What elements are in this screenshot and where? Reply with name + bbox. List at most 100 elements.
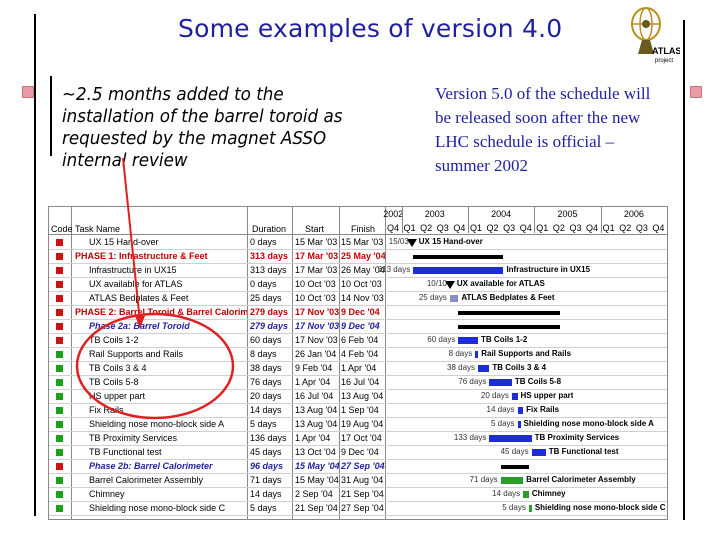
task-start: 15 Mar '03 <box>295 237 338 247</box>
year-label: 2006 <box>623 209 644 219</box>
bar-task-label: HS upper part <box>520 391 574 400</box>
status-red-icon <box>56 337 63 344</box>
task-name: TB Functional test <box>89 447 162 457</box>
slide-title: Some examples of version 4.0 <box>178 14 563 43</box>
task-name: Phase 2b: Barrel Calorimeter <box>89 461 213 471</box>
row-divider <box>49 249 667 250</box>
task-finish: 6 Feb '04 <box>341 335 379 345</box>
bar-task-label: TB Coils 1-2 <box>481 335 528 344</box>
task-name: TB Coils 5-8 <box>89 377 139 387</box>
quarter-label: Q3 <box>503 223 516 233</box>
row-divider <box>49 305 667 306</box>
bar-duration-label: 20 days <box>480 391 509 400</box>
task-finish: 16 Jul '04 <box>341 377 380 387</box>
row-divider <box>49 291 667 292</box>
gantt-bar <box>523 491 529 498</box>
header-duration: Duration <box>252 224 287 234</box>
task-name: Rail Supports and Rails <box>89 349 184 359</box>
task-duration: 0 days <box>250 279 277 289</box>
status-green-icon <box>56 491 63 498</box>
gantt-bar <box>500 477 524 484</box>
quarter-label: Q1 <box>536 223 549 233</box>
row-divider <box>49 445 667 446</box>
milestone-marker <box>406 239 417 247</box>
task-finish: 1 Apr '04 <box>341 363 377 373</box>
task-finish: 14 Nov '03 <box>341 293 384 303</box>
bar-task-label: TB Proximity Services <box>534 433 620 442</box>
year-divider <box>534 207 536 233</box>
task-duration: 45 days <box>250 447 282 457</box>
task-name: PHASE 1: Infrastructure & Feet <box>75 251 208 261</box>
task-name: Barrel Calorimeter Assembly <box>89 475 204 485</box>
quarter-label: Q3 <box>436 223 449 233</box>
year-divider <box>667 207 668 233</box>
task-duration: 25 days <box>250 293 282 303</box>
quarter-label: Q3 <box>635 223 648 233</box>
milestone-marker <box>444 281 455 289</box>
task-duration: 0 days <box>250 237 277 247</box>
status-green-icon <box>56 351 63 358</box>
row-divider <box>49 403 667 404</box>
year-divider <box>401 207 403 233</box>
row-divider <box>49 277 667 278</box>
task-start: 15 May '04 <box>295 461 339 471</box>
quarter-label: Q2 <box>619 223 632 233</box>
year-label: 2005 <box>557 209 578 219</box>
row-divider <box>49 473 667 474</box>
pink-bullet-right <box>690 86 702 98</box>
quarter-label: Q1 <box>403 223 416 233</box>
gantt-bar <box>489 379 512 386</box>
quarter-label: Q2 <box>420 223 433 233</box>
row-divider <box>49 501 667 502</box>
year-label: 2004 <box>491 209 512 219</box>
bar-duration-label: 38 days <box>447 363 476 372</box>
task-start: 17 Nov '03 <box>295 335 338 345</box>
task-start: 1 Apr '04 <box>295 433 331 443</box>
gantt-bar <box>528 505 532 512</box>
bar-task-label: Chimney <box>531 489 566 498</box>
gantt-bar <box>458 337 479 344</box>
header-divider <box>49 234 667 235</box>
bar-duration-label: 14 days <box>486 405 515 414</box>
gantt-bar <box>489 435 532 442</box>
gantt-bar <box>413 255 504 259</box>
bar-task-label: TB Coils 5-8 <box>514 377 562 386</box>
task-duration: 96 days <box>250 461 284 471</box>
task-start: 13 Aug '04 <box>295 419 338 429</box>
bar-duration-label: 60 days <box>427 335 456 344</box>
bar-duration-label: 14 days <box>492 489 521 498</box>
status-green-icon <box>56 421 63 428</box>
task-start: 10 Oct '03 <box>295 279 336 289</box>
status-green-icon <box>56 505 63 512</box>
quarter-label: Q4 <box>387 223 400 233</box>
row-divider <box>49 487 667 488</box>
installation-note: ~2.5 months added to the installation of… <box>62 84 343 171</box>
gantt-bar <box>500 465 529 469</box>
row-divider <box>49 319 667 320</box>
task-finish: 10 Oct '03 <box>341 279 382 289</box>
gantt-bar <box>531 449 546 456</box>
row-divider <box>49 347 667 348</box>
task-finish: 31 Aug '04 <box>341 475 384 485</box>
status-red-icon <box>56 239 63 246</box>
task-finish: 27 Sep '04 <box>341 461 385 471</box>
task-finish: 21 Sep '04 <box>341 489 384 499</box>
status-red-icon <box>56 309 63 316</box>
quarter-label: Q4 <box>453 223 466 233</box>
task-duration: 8 days <box>250 349 277 359</box>
task-start: 13 Oct '04 <box>295 447 336 457</box>
header-task-name: Task Name <box>75 224 121 234</box>
bar-duration-label: 71 days <box>469 475 498 484</box>
task-start: 17 Mar '03 <box>295 265 338 275</box>
task-start: 16 Jul '04 <box>295 391 334 401</box>
quarter-label: Q1 <box>469 223 482 233</box>
row-divider <box>49 431 667 432</box>
status-green-icon <box>56 393 63 400</box>
task-start: 21 Sep '04 <box>295 503 338 513</box>
atlas-logo: ATLAS project <box>631 7 680 64</box>
header-finish: Finish <box>351 224 376 234</box>
quarter-label: Q2 <box>486 223 499 233</box>
bar-duration-label: 25 days <box>418 293 447 302</box>
row-divider <box>49 515 667 516</box>
